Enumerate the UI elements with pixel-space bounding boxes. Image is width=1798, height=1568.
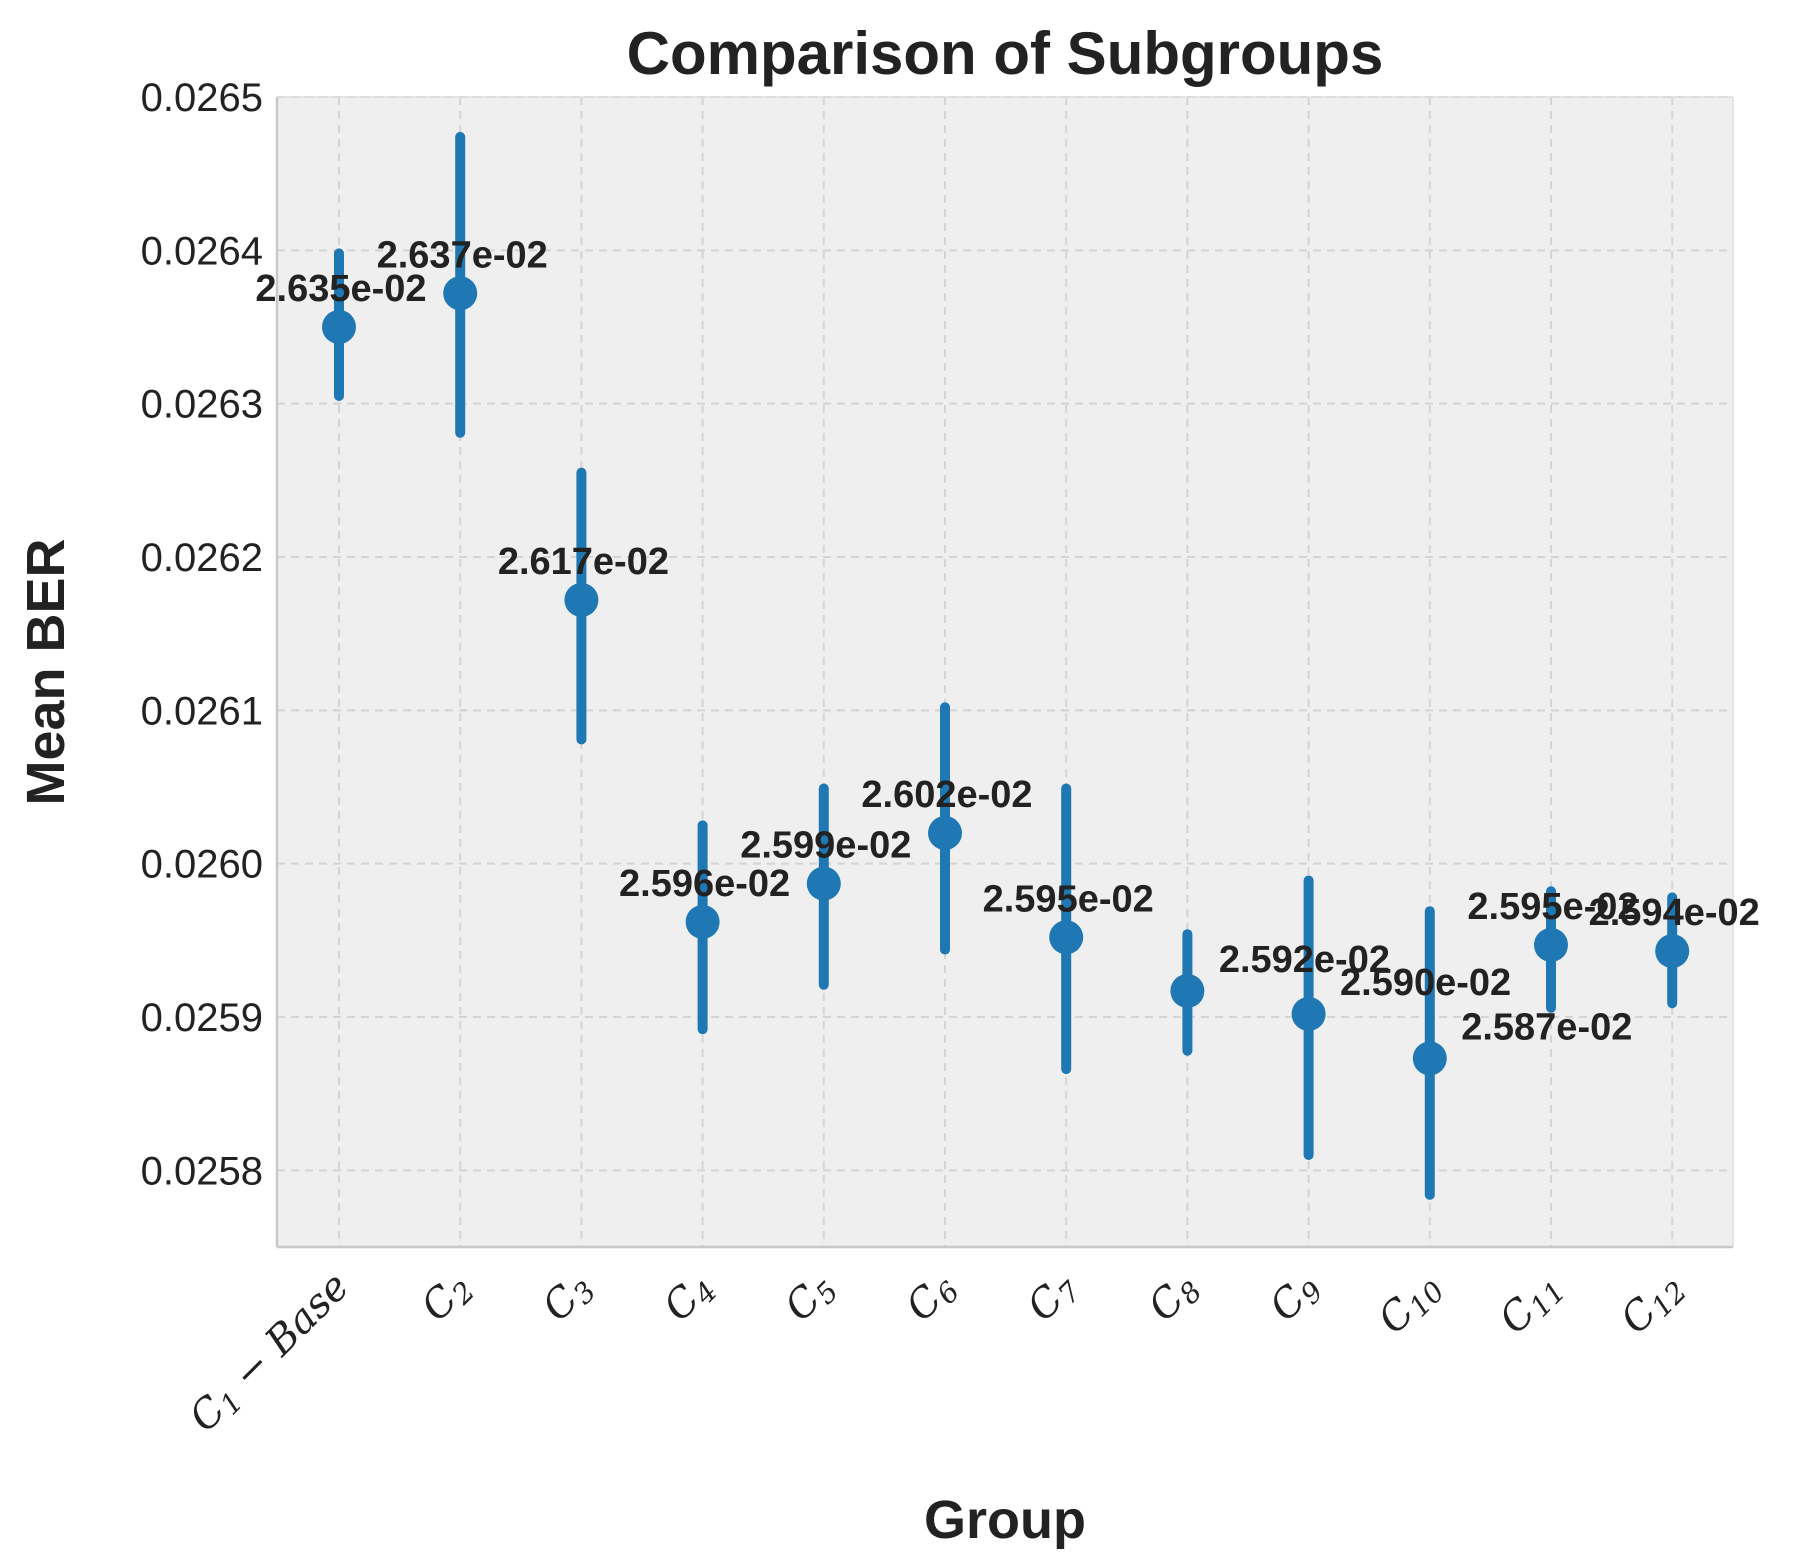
mean-point xyxy=(443,276,478,311)
plot-background xyxy=(277,97,1733,1247)
data-label: 2.594e-02 xyxy=(1589,892,1760,934)
y-tick-label: 0.0259 xyxy=(141,996,263,1040)
series-mean-ber xyxy=(322,131,1690,1200)
x-tick-label: C3 xyxy=(534,1264,603,1333)
data-label: 2.595e-02 xyxy=(983,878,1154,920)
y-axis-label: Mean BER xyxy=(16,538,76,805)
data-label: 2.635e-02 xyxy=(255,268,426,310)
mean-point xyxy=(1655,934,1690,969)
x-tick-label: C8 xyxy=(1140,1264,1209,1333)
x-tick-label: C1 − Base xyxy=(181,1264,360,1443)
x-tick-label: C6 xyxy=(897,1264,966,1333)
x-tick-label: C11 xyxy=(1491,1264,1572,1345)
y-tick-label: 0.0262 xyxy=(141,536,263,580)
mean-point xyxy=(322,310,356,344)
y-tick-label: 0.0265 xyxy=(141,76,263,120)
x-tick-label: C5 xyxy=(776,1264,845,1333)
x-axis-ticks: C1 − Base C2 C3 C4 C5 C6 C7 C8 C9 C10 C11 C12 xyxy=(181,1263,1694,1443)
data-label: 2.596e-02 xyxy=(619,863,790,905)
mean-point xyxy=(806,866,841,901)
y-tick-label: 0.0264 xyxy=(141,229,263,273)
mean-point xyxy=(564,582,599,617)
mean-point xyxy=(928,816,962,850)
data-label: 2.602e-02 xyxy=(861,774,1032,816)
y-tick-label: 0.0260 xyxy=(141,843,263,887)
y-tick-label: 0.0263 xyxy=(141,383,263,427)
data-label: 2.590e-02 xyxy=(1340,962,1511,1004)
y-tick-label: 0.0261 xyxy=(141,689,263,733)
x-tick-label: C2 xyxy=(412,1264,481,1333)
data-label: 2.595e-02 xyxy=(1467,886,1638,928)
data-label: 2.587e-02 xyxy=(1461,1006,1632,1048)
mean-point xyxy=(1049,920,1084,955)
data-label: 2.637e-02 xyxy=(377,234,548,276)
mean-point xyxy=(1534,927,1568,962)
y-axis-ticks: 0.0258 0.0259 0.0260 0.0261 0.0262 0.0263 0.02… xyxy=(141,76,263,1193)
x-tick-label: C12 xyxy=(1612,1264,1693,1345)
x-tick-label: C9 xyxy=(1261,1264,1330,1333)
x-axis-label: Group xyxy=(924,1490,1086,1550)
mean-point xyxy=(1412,1041,1447,1076)
chart-title: Comparison of Subgroups xyxy=(627,20,1384,87)
mean-point xyxy=(685,904,720,939)
mean-point xyxy=(1291,996,1326,1031)
data-labels: 2.635e-022.637e-022.617e-022.596e-022.59… xyxy=(255,234,1759,1048)
x-tick-label: C7 xyxy=(1018,1263,1087,1332)
y-tick-label: 0.0258 xyxy=(141,1149,263,1193)
data-label: 2.592e-02 xyxy=(1219,939,1390,981)
x-tick-label: C10 xyxy=(1369,1264,1450,1345)
axis-spines xyxy=(275,96,1734,1249)
x-tick-label: C4 xyxy=(655,1264,724,1333)
data-label: 2.617e-02 xyxy=(498,541,669,583)
mean-point xyxy=(1170,973,1205,1008)
data-label: 2.599e-02 xyxy=(740,825,911,867)
